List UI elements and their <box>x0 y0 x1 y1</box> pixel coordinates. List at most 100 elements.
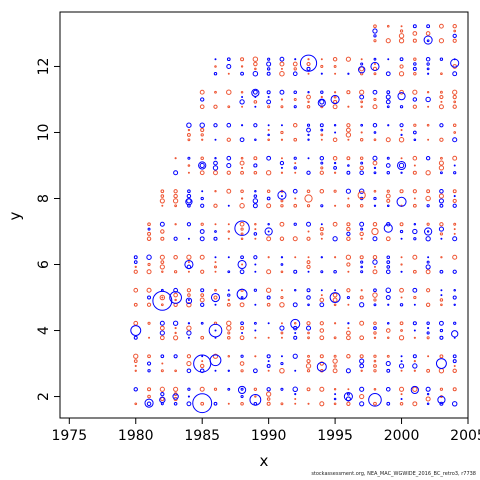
bubble-point <box>373 331 377 335</box>
bubble-point <box>426 392 430 396</box>
bubble-point <box>372 160 378 166</box>
bubble-point <box>333 123 337 127</box>
bubble-point <box>346 222 351 227</box>
bubble-point <box>186 330 192 336</box>
bubble-point <box>426 402 430 406</box>
bubble-point <box>240 227 244 231</box>
bubble-point <box>279 302 285 308</box>
bubble-point <box>413 223 417 226</box>
bubble-point <box>161 362 164 365</box>
bubble-point <box>266 67 271 71</box>
bubble-point <box>280 295 284 300</box>
caption-text: stockassessment.org, NEA_MAC_WGWIDE_2016… <box>311 471 476 477</box>
bubble-point <box>146 401 152 407</box>
bubble-point <box>253 387 258 391</box>
bubble-point <box>277 190 287 200</box>
bubble-point <box>347 388 350 391</box>
bubble-point <box>292 122 298 128</box>
bubble-point <box>438 198 444 204</box>
bubble-point <box>333 388 337 391</box>
bubble-point <box>333 189 337 193</box>
bubble-point <box>439 203 444 208</box>
bubble-point <box>267 223 270 226</box>
bubble-point <box>173 354 178 359</box>
bubble-point <box>360 237 363 240</box>
bubble-point <box>306 170 311 175</box>
bubble-point <box>425 195 431 202</box>
bubble-point <box>237 385 247 395</box>
bubble-point <box>279 221 285 227</box>
bubble-point <box>359 94 365 100</box>
bubble-point <box>266 397 271 401</box>
bubble-point <box>372 292 378 298</box>
bubble-point <box>199 170 205 176</box>
bubble-point <box>383 223 393 233</box>
bubble-point <box>186 254 192 260</box>
bubble-point <box>159 254 165 260</box>
bubble-point <box>299 54 318 72</box>
bubble-point <box>346 226 351 232</box>
bubble-point <box>372 28 378 34</box>
bubble-point <box>234 220 250 236</box>
bubble-point <box>373 72 377 76</box>
bubble-point <box>174 327 177 330</box>
bubble-point <box>427 72 430 75</box>
bubble-point <box>452 155 458 161</box>
bubble-point <box>413 197 416 200</box>
bubble-point <box>293 335 298 340</box>
bubble-point <box>332 292 338 298</box>
bubble-point <box>186 122 192 128</box>
bubble-point <box>360 369 363 372</box>
bubble-point <box>306 127 311 133</box>
bubble-point <box>386 156 390 160</box>
bubble-point <box>227 331 231 335</box>
bubble-point <box>373 326 377 330</box>
bubble-point <box>450 58 460 68</box>
bubble-point <box>320 289 323 292</box>
bubble-point <box>347 197 350 200</box>
bubble-point <box>253 321 257 325</box>
bubble-point <box>214 157 217 160</box>
bubble-point <box>373 336 377 339</box>
bubble-point <box>385 137 391 143</box>
bubble-point <box>425 396 431 402</box>
bubble-point <box>385 38 391 44</box>
bubble-point <box>306 221 311 227</box>
bubble-point <box>266 363 271 368</box>
bubble-point <box>368 393 382 407</box>
bubble-point <box>332 297 338 303</box>
bubble-point <box>133 287 139 293</box>
bubble-point <box>453 195 456 198</box>
bubble-point <box>159 264 165 270</box>
bubble-point <box>386 354 390 358</box>
bubble-point <box>359 320 365 326</box>
bubble-point <box>440 237 443 240</box>
bubble-point <box>451 401 458 407</box>
bubble-point <box>134 364 137 367</box>
bubble-point <box>187 293 191 297</box>
bubble-point <box>146 302 152 307</box>
bubble-point <box>372 269 378 275</box>
bubble-point <box>294 197 297 200</box>
bubble-point <box>280 331 284 335</box>
bubble-point <box>307 354 310 358</box>
bubble-point <box>307 138 310 141</box>
bubble-point <box>147 321 151 325</box>
bubble-point <box>252 203 258 209</box>
bubble-point <box>359 295 364 300</box>
bubble-point <box>413 62 417 66</box>
bubble-point <box>373 63 376 66</box>
bubble-point <box>147 231 152 236</box>
bubble-point <box>359 255 364 260</box>
bubble-point <box>412 386 418 392</box>
bubble-point <box>199 254 205 260</box>
bubble-point <box>214 256 217 259</box>
bubble-point <box>249 393 262 406</box>
bubble-point <box>347 105 350 108</box>
bubble-point <box>451 330 459 338</box>
bubble-point <box>280 402 284 406</box>
bubble-point <box>346 335 351 341</box>
bubble-point <box>398 71 405 77</box>
bubble-point <box>227 237 230 240</box>
bubble-point <box>439 137 444 142</box>
